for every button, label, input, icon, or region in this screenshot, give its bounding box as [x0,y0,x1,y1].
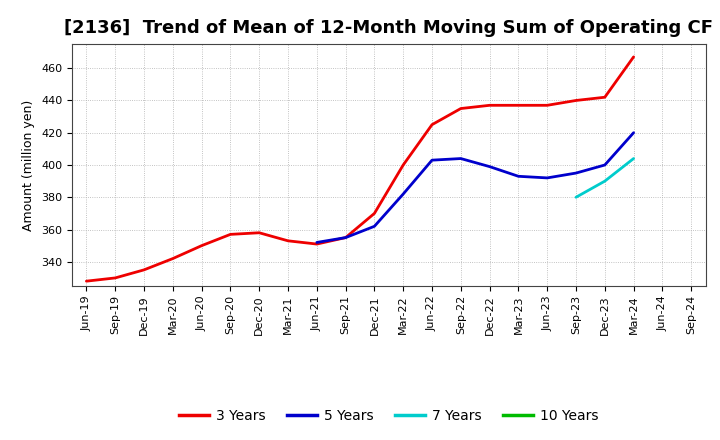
3 Years [428,122,436,127]
5 Years [456,156,465,161]
3 Years [629,54,638,59]
3 Years [197,243,206,248]
3 Years [168,256,177,261]
3 Years [485,103,494,108]
5 Years [399,191,408,197]
5 Years [600,162,609,168]
3 Years [543,103,552,108]
3 Years [514,103,523,108]
5 Years [572,170,580,176]
5 Years [514,174,523,179]
7 Years [600,179,609,184]
5 Years [485,164,494,169]
5 Years [428,158,436,163]
3 Years [284,238,292,243]
Line: 7 Years: 7 Years [576,158,634,197]
Title: [2136]  Trend of Mean of 12-Month Moving Sum of Operating CF: [2136] Trend of Mean of 12-Month Moving … [64,19,714,37]
Legend: 3 Years, 5 Years, 7 Years, 10 Years: 3 Years, 5 Years, 7 Years, 10 Years [174,403,604,429]
7 Years [629,156,638,161]
3 Years [226,232,235,237]
Line: 3 Years: 3 Years [86,57,634,281]
3 Years [399,162,408,168]
Y-axis label: Amount (million yen): Amount (million yen) [22,99,35,231]
3 Years [456,106,465,111]
5 Years [629,130,638,136]
5 Years [543,175,552,180]
3 Years [312,242,321,247]
5 Years [312,240,321,245]
3 Years [140,267,148,272]
3 Years [600,95,609,100]
3 Years [82,279,91,284]
3 Years [111,275,120,281]
5 Years [370,224,379,229]
7 Years [572,194,580,200]
Line: 5 Years: 5 Years [317,133,634,242]
3 Years [341,235,350,240]
3 Years [370,211,379,216]
3 Years [255,230,264,235]
3 Years [572,98,580,103]
5 Years [341,235,350,240]
